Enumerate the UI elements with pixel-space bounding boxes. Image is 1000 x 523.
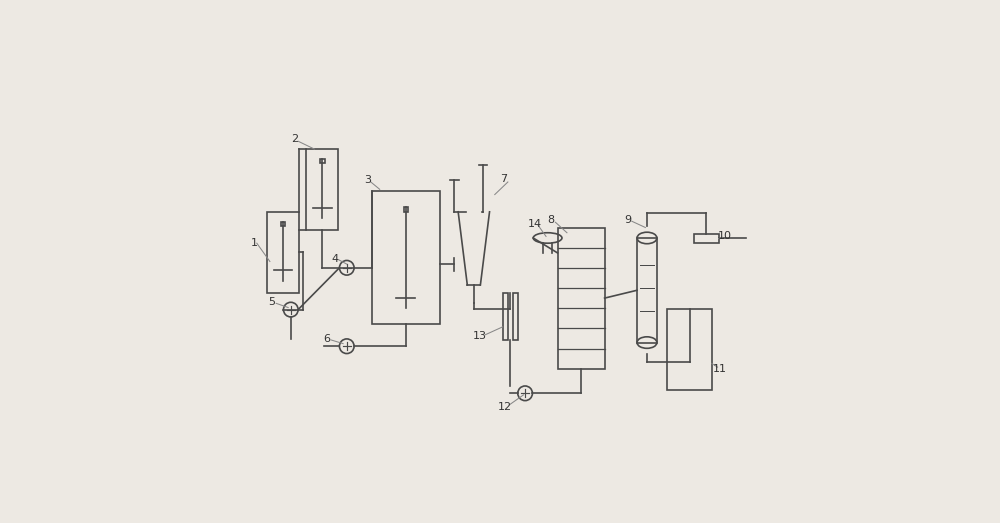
Bar — [306, 149, 338, 230]
Text: 2: 2 — [291, 133, 298, 144]
Bar — [503, 293, 508, 340]
Text: 1: 1 — [251, 238, 258, 248]
Bar — [267, 212, 299, 293]
Bar — [404, 207, 408, 212]
Bar — [667, 309, 712, 390]
Text: 5: 5 — [268, 297, 275, 308]
Text: 9: 9 — [625, 214, 632, 225]
Bar — [320, 159, 325, 164]
Text: 11: 11 — [713, 363, 727, 374]
Text: 14: 14 — [527, 219, 542, 229]
Bar — [558, 228, 605, 369]
Text: 4: 4 — [332, 254, 339, 264]
Text: 10: 10 — [718, 231, 732, 242]
Text: 12: 12 — [498, 402, 512, 412]
Bar — [694, 234, 719, 243]
Text: 3: 3 — [364, 175, 371, 186]
Bar — [281, 222, 285, 226]
Text: 13: 13 — [473, 331, 487, 341]
Text: 7: 7 — [500, 174, 507, 184]
Text: 8: 8 — [548, 214, 555, 225]
Bar — [637, 238, 657, 343]
Bar — [513, 293, 518, 340]
Text: 6: 6 — [323, 334, 330, 344]
Bar — [372, 191, 440, 324]
